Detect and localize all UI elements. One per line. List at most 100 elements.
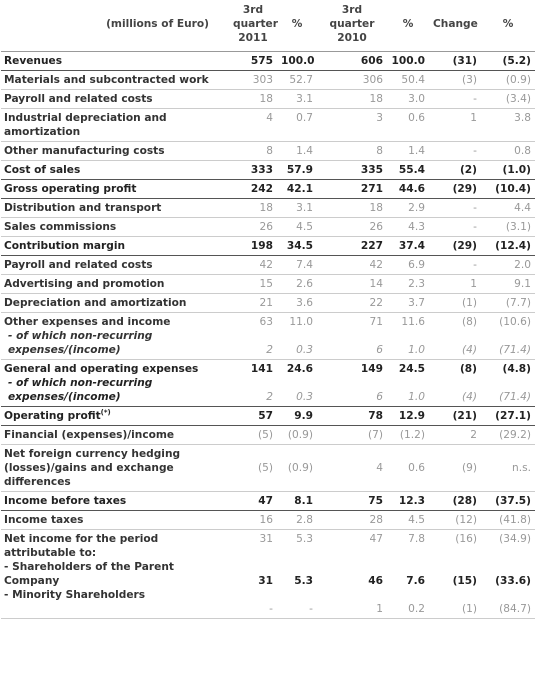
change-pct: (10.4) — [481, 179, 535, 199]
pct-2011: 3.1 — [277, 89, 317, 109]
table-row-income-taxes: Income taxes 16 2.8 28 4.5 (12) (41.8) — [1, 510, 535, 530]
value-2011: 15 — [229, 274, 277, 294]
value-2011: 198 — [229, 236, 277, 256]
change-pct: 3.8 — [481, 108, 535, 142]
pct-2010: 6.9 — [387, 255, 429, 275]
value-2011: 47 — [229, 491, 277, 511]
table-row-operating-profit: Operating profit(*) 57 9.9 78 12.9 (21) … — [1, 406, 535, 426]
row-label: Distribution and transport — [1, 198, 229, 218]
value-2011: 8 — [229, 141, 277, 161]
change-pct: (3.4) — [481, 89, 535, 109]
change-pct: (41.8) — [481, 510, 535, 530]
header-q3-2010: 3rd quarter 2010 — [329, 4, 375, 44]
table-body-lower: Other expenses and income - of which non-… — [1, 312, 535, 619]
pct-2010: 12.3 — [387, 491, 429, 511]
change-pct: (37.5) — [481, 491, 535, 511]
value-2010: 22 — [317, 293, 387, 313]
header-pct-2011: % — [291, 18, 303, 30]
pct-2010: 1.4 — [387, 141, 429, 161]
pct-2011: (0.9) — [277, 425, 317, 445]
value-2011: 26 — [229, 217, 277, 237]
value-2010: 47 — [369, 533, 383, 545]
value-2011: 18 — [229, 89, 277, 109]
table-row: Materials and subcontracted work 303 52.7 3… — [1, 70, 535, 90]
value-2010: 14 — [317, 274, 387, 294]
row-label-parent: - Shareholders of the Parent Company — [4, 561, 174, 587]
row-label: Advertising and promotion — [1, 274, 229, 294]
change-pct: (10.6) — [499, 316, 531, 328]
sub-value-2011: 2 — [266, 344, 273, 356]
pct-2011: 24.6 — [286, 363, 313, 375]
change-value: (28) — [429, 491, 481, 511]
value-2010: 18 — [317, 198, 387, 218]
header-change: Change — [433, 18, 478, 30]
sub-value-2011: 2 — [266, 391, 273, 403]
sub-change-pct: (71.4) — [499, 344, 531, 356]
change-pct: (27.1) — [481, 406, 535, 426]
pct-2011: 4.5 — [277, 217, 317, 237]
change-pct: 2.0 — [481, 255, 535, 275]
footnote-marker: (*) — [100, 408, 111, 417]
pct-2011: 8.1 — [277, 491, 317, 511]
row-label: General and operating expenses — [4, 363, 199, 375]
value-2010: 149 — [360, 363, 383, 375]
change-pct: (29.2) — [481, 425, 535, 445]
change-pct: n.s. — [512, 462, 531, 474]
minority-value-2011: - — [269, 603, 273, 615]
pct-2010: 55.4 — [387, 160, 429, 180]
table-row: Contribution margin 198 34.5 227 37.4 (29) (12… — [1, 236, 535, 256]
pct-2010: (1.2) — [387, 425, 429, 445]
minority-pct-2011: - — [309, 603, 313, 615]
value-2011: 303 — [229, 70, 277, 90]
income-statement-table: (millions of Euro) 3rd quarter 2011 % 3rd q… — [1, 0, 535, 619]
pct-2011: 9.9 — [277, 406, 317, 426]
row-label: Income taxes — [1, 510, 229, 530]
value-2010: 606 — [317, 51, 387, 71]
change-pct: (3.1) — [481, 217, 535, 237]
row-label: Other manufacturing costs — [1, 141, 229, 161]
sub-pct-2011: 0.3 — [296, 344, 313, 356]
pct-2010: 50.4 — [387, 70, 429, 90]
change-value: (16) — [455, 533, 477, 545]
sub-change-pct: (71.4) — [499, 391, 531, 403]
table-row: Revenues 575 100.0 606 100.0 (31) (5.2) — [1, 51, 535, 71]
change-value: - — [429, 255, 481, 275]
value-2011: 57 — [229, 406, 277, 426]
row-label: Other expenses and income — [4, 316, 171, 328]
pct-2011: 100.0 — [277, 51, 317, 71]
row-label: Payroll and related costs — [1, 89, 229, 109]
value-2010: 78 — [317, 406, 387, 426]
change-value: (8) — [461, 316, 477, 328]
change-value: 2 — [429, 425, 481, 445]
pct-2010: 11.6 — [401, 316, 425, 328]
header-units-label: (millions of Euro) — [106, 18, 209, 30]
table-row: Depreciation and amortization 21 3.6 22 3.7(… — [1, 293, 535, 313]
pct-2011: 2.6 — [277, 274, 317, 294]
value-2011: 63 — [259, 316, 273, 328]
pct-2010: 3.0 — [387, 89, 429, 109]
row-label: Net income for the period attributable t… — [4, 533, 159, 559]
pct-2011: 2.8 — [277, 510, 317, 530]
value-2010: 26 — [317, 217, 387, 237]
pct-2010: 0.6 — [408, 462, 425, 474]
change-value: 1 — [429, 108, 481, 142]
change-pct: (12.4) — [481, 236, 535, 256]
pct-2010: 37.4 — [387, 236, 429, 256]
pct-2011: (0.9) — [287, 462, 313, 474]
table-row: Advertising and promotion 15 2.6 14 2.3 1 9.1 — [1, 274, 535, 294]
pct-2010: 44.6 — [387, 179, 429, 199]
row-label: Revenues — [1, 51, 229, 71]
value-2011: 333 — [229, 160, 277, 180]
row-label: Gross operating profit — [1, 179, 229, 199]
table-row: Sales commissions 26 4.5 26 4.3- (3.1) — [1, 217, 535, 237]
pct-2010: 0.6 — [387, 108, 429, 142]
row-label: Net foreign currency hedging (losses)/ga… — [1, 444, 229, 492]
pct-2011: 11.0 — [289, 316, 313, 328]
value-2011: 31 — [259, 533, 273, 545]
header-change-pct: % — [502, 18, 514, 30]
table-header-row: (millions of Euro) 3rd quarter 2011 % 3rd q… — [1, 0, 535, 52]
sub-pct-2010: 1.0 — [408, 344, 425, 356]
pct-2011: 0.7 — [277, 108, 317, 142]
change-value: 1 — [429, 274, 481, 294]
change-pct: (4.8) — [502, 363, 531, 375]
